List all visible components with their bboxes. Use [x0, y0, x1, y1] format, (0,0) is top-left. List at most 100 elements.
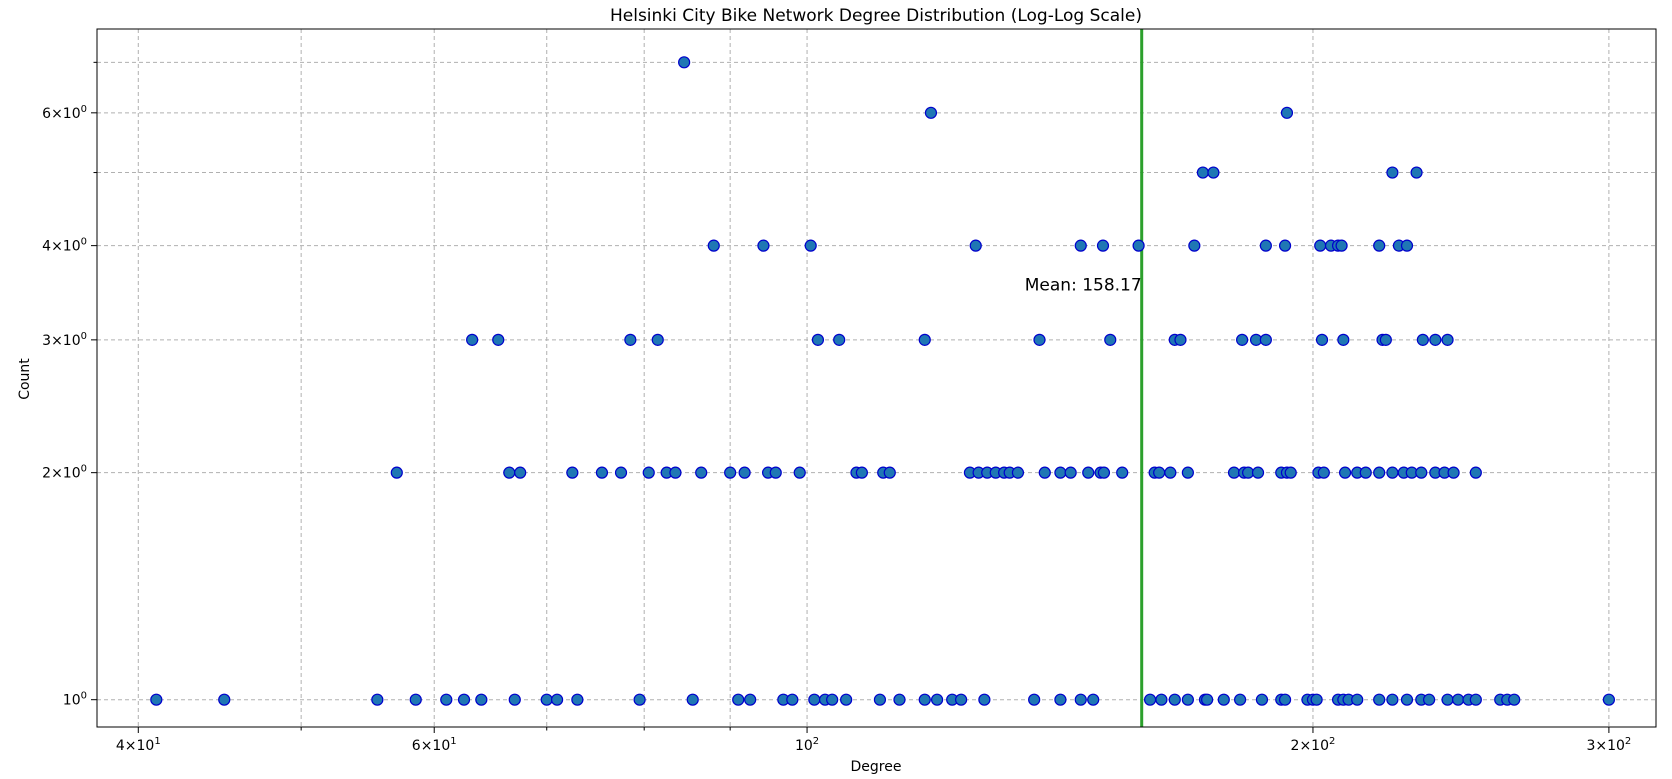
data-point: [840, 693, 853, 706]
data-point: [930, 693, 944, 706]
data-point: [738, 466, 751, 479]
data-point: [833, 333, 846, 346]
data-point: [1410, 166, 1423, 179]
data-point: [969, 239, 982, 252]
data-point: [978, 693, 991, 706]
data-point: [855, 466, 868, 479]
data-point: [1227, 466, 1241, 479]
data-point: [1373, 466, 1386, 479]
data-point: [826, 693, 839, 706]
data-point: [1168, 693, 1181, 706]
data-point: [918, 333, 931, 346]
data-point: [769, 466, 782, 479]
data-point: [1143, 693, 1157, 706]
data-point: [1315, 333, 1329, 346]
chart-title: Helsinki City Bike Network Degree Distri…: [610, 6, 1142, 26]
data-point: [1153, 466, 1166, 479]
data-point: [1028, 693, 1041, 706]
data-point: [1508, 693, 1521, 706]
data-point: [1280, 106, 1294, 119]
data-point: [1359, 466, 1372, 479]
data-point: [1373, 693, 1386, 706]
data-point: [371, 693, 384, 706]
data-point: [1278, 239, 1292, 252]
data-point: [571, 693, 584, 706]
data-point: [924, 106, 938, 119]
data-point: [1251, 466, 1265, 479]
ticks-layer: 4×101 6×101 102 2×102 3×1021002×1003×1004×10…: [42, 61, 1631, 754]
y-tick-label: 4×100: [42, 237, 87, 255]
data-point: [1054, 466, 1067, 479]
data-point: [1234, 693, 1247, 706]
data-point: [1188, 239, 1201, 252]
data-point: [1132, 239, 1145, 252]
data-point: [624, 333, 637, 346]
data-point: [678, 56, 691, 69]
data-point: [695, 466, 708, 479]
data-point: [724, 466, 737, 479]
data-point: [1373, 239, 1386, 252]
data-point: [1087, 693, 1100, 706]
x-axis-label: Degree: [851, 759, 902, 775]
data-point: [1033, 333, 1046, 346]
data-point: [1400, 693, 1414, 706]
data-point: [1255, 693, 1269, 706]
data-point: [595, 466, 609, 479]
data-point: [508, 693, 521, 706]
data-point: [550, 693, 564, 706]
data-point: [804, 239, 817, 252]
data-point: [409, 693, 422, 706]
data-point: [1096, 239, 1110, 252]
data-point: [1217, 693, 1230, 706]
data-point: [1386, 693, 1399, 706]
data-point: [1201, 693, 1214, 706]
data-point: [1174, 333, 1187, 346]
x-tick-label: 4×101: [116, 736, 161, 754]
data-point: [1207, 166, 1220, 179]
data-point: [1181, 693, 1194, 706]
data-point: [651, 333, 664, 346]
grid-layer: [97, 29, 1656, 727]
data-point: [503, 466, 516, 479]
x-tick-label: 2×102: [1291, 736, 1336, 754]
data-point: [1104, 333, 1117, 346]
data-point: [1038, 466, 1051, 479]
data-point: [1338, 466, 1352, 479]
data-point: [642, 466, 655, 479]
y-axis-label: Count: [17, 358, 33, 400]
x-tick-label: 3×102: [1586, 736, 1631, 754]
data-point: [1116, 466, 1129, 479]
data-point: [1602, 693, 1615, 706]
data-point: [1064, 466, 1077, 479]
x-tick-label: 6×101: [412, 736, 457, 754]
data-point: [1074, 239, 1087, 252]
data-point: [457, 693, 471, 706]
data-point: [1415, 466, 1428, 479]
data-point: [1155, 693, 1168, 706]
data-point: [1164, 466, 1177, 479]
data-point: [1314, 239, 1327, 252]
data-point: [614, 466, 628, 479]
data-point: [955, 693, 968, 706]
data-point: [918, 693, 931, 706]
data-point: [1386, 166, 1399, 179]
data-point: [1441, 333, 1454, 346]
data-point: [1441, 693, 1454, 706]
data-point: [514, 466, 527, 479]
data-point: [686, 693, 699, 706]
data-point: [1259, 333, 1272, 346]
data-point: [1317, 466, 1330, 479]
data-point: [1351, 693, 1364, 706]
data-point: [1236, 333, 1249, 346]
data-point: [218, 693, 231, 706]
data-point: [1259, 239, 1272, 252]
data-point: [1386, 466, 1399, 479]
data-point: [1097, 466, 1111, 479]
data-point: [744, 693, 757, 706]
data-point: [707, 239, 720, 252]
data-point: [811, 333, 825, 346]
data-point: [1335, 239, 1348, 252]
data-point: [633, 693, 646, 706]
plot-frame: [96, 28, 1657, 728]
